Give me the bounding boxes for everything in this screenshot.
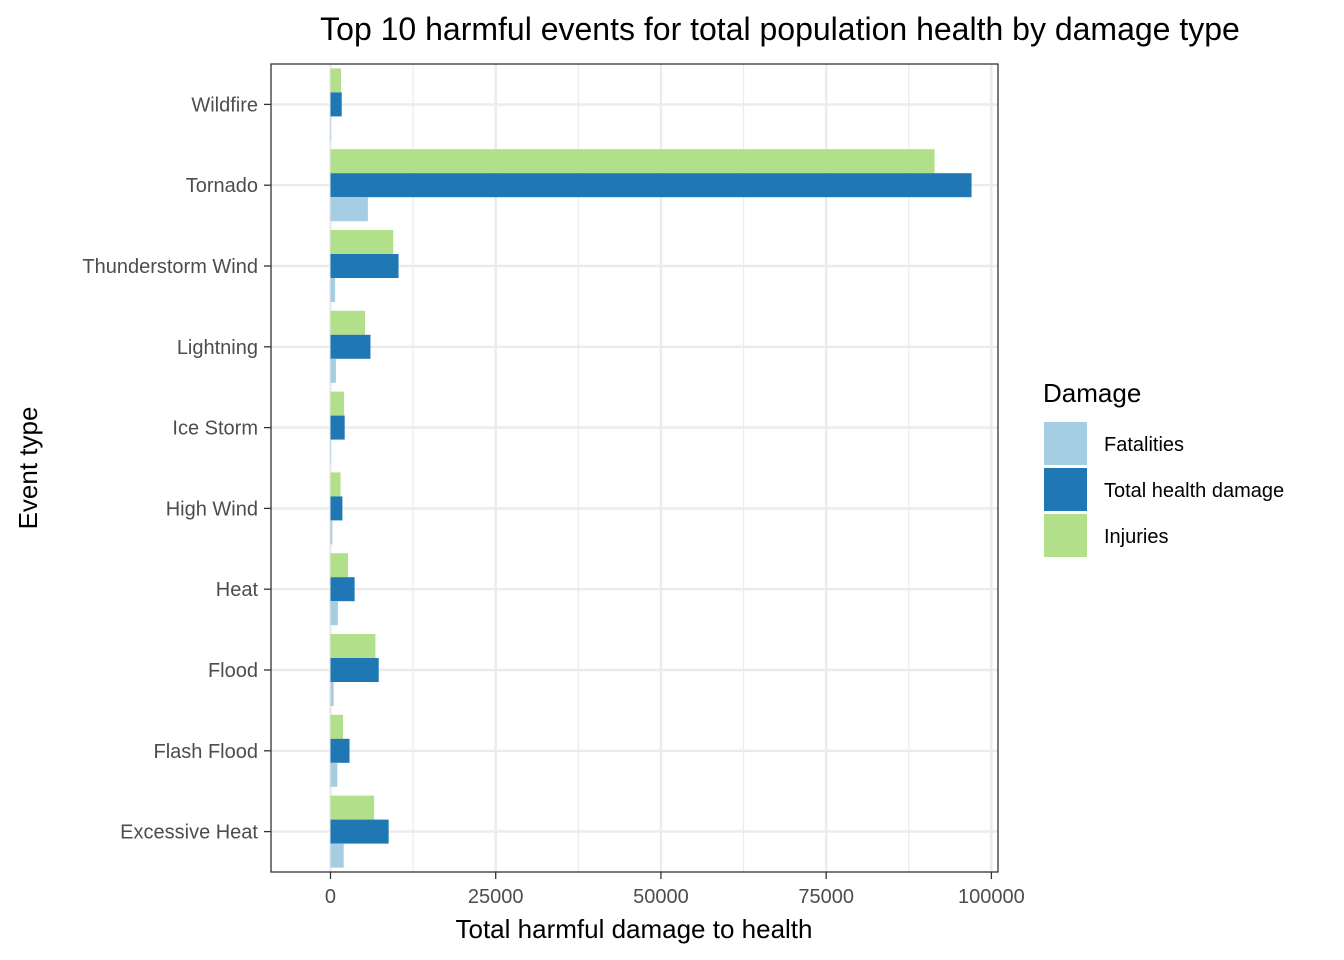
x-axis: 0 25000 50000 75000 100000 <box>325 872 1025 908</box>
bar-total-health-damage <box>330 738 350 763</box>
bar-injuries <box>330 149 935 174</box>
chart-title: Top 10 harmful events for total populati… <box>320 11 1240 47</box>
bar-fatalities <box>330 682 334 706</box>
bar-fatalities <box>330 520 333 545</box>
x-tick-label: 50000 <box>633 886 689 908</box>
bar-fatalities <box>330 278 336 302</box>
legend: Damage Fatalities Total health damage Inju… <box>1043 378 1284 557</box>
y-tick-label: Excessive Heat <box>120 822 258 844</box>
x-tick-label: 0 <box>325 886 336 908</box>
bar-fatalities <box>330 762 338 787</box>
panel-border <box>270 63 999 873</box>
legend-key-total-health-damage <box>1044 468 1087 511</box>
legend-label-injuries: Injuries <box>1104 526 1168 548</box>
y-tick-label: Flash Flood <box>154 741 259 763</box>
y-tick-label: High Wind <box>166 498 258 520</box>
bar-fatalities <box>330 843 344 868</box>
bar-total-health-damage <box>330 577 355 602</box>
y-axis: Wildfire Tornado Thunderstorm Wind Lightnin… <box>82 94 271 844</box>
x-tick-label: 100000 <box>958 886 1025 908</box>
bar-fatalities <box>330 197 368 222</box>
bar-injuries <box>330 472 341 497</box>
bar-total-health-damage <box>330 819 389 844</box>
x-tick-label: 25000 <box>468 886 524 908</box>
y-tick-label: Thunderstorm Wind <box>82 256 258 278</box>
grid-minor <box>412 64 910 872</box>
y-tick-label: Heat <box>216 579 259 601</box>
bar-injuries <box>330 230 394 254</box>
bar-total-health-damage <box>330 254 399 278</box>
bar-fatalities <box>330 601 338 626</box>
x-tick-label: 75000 <box>798 886 854 908</box>
bar-injuries <box>330 310 366 335</box>
bar-injuries <box>330 634 376 658</box>
y-tick-label: Tornado <box>186 175 258 197</box>
bars <box>330 68 972 868</box>
y-tick-label: Flood <box>208 660 258 682</box>
legend-label-total-health-damage: Total health damage <box>1104 480 1284 502</box>
bar-total-health-damage <box>330 173 972 198</box>
legend-key-fatalities <box>1044 422 1087 465</box>
bar-total-health-damage <box>330 658 379 682</box>
bar-injuries <box>330 795 375 820</box>
x-axis-title: Total harmful damage to health <box>456 914 813 944</box>
y-tick-label: Lightning <box>177 337 258 359</box>
bar-total-health-damage <box>330 92 342 117</box>
bar-injuries <box>330 391 345 416</box>
y-tick-label: Ice Storm <box>172 418 258 440</box>
legend-key-injuries <box>1044 514 1087 557</box>
bar-fatalities <box>330 358 336 383</box>
bar-injuries <box>330 714 344 739</box>
bar-fatalities <box>330 116 332 141</box>
y-axis-title: Event type <box>13 407 43 530</box>
bar-injuries <box>330 68 342 93</box>
bar-injuries <box>330 553 348 578</box>
bar-total-health-damage <box>330 334 371 359</box>
y-tick-label: Wildfire <box>191 94 258 116</box>
legend-title: Damage <box>1043 378 1141 408</box>
bar-total-health-damage <box>330 415 345 440</box>
legend-label-fatalities: Fatalities <box>1104 434 1184 456</box>
bar-fatalities <box>330 439 332 464</box>
bar-total-health-damage <box>330 496 343 521</box>
